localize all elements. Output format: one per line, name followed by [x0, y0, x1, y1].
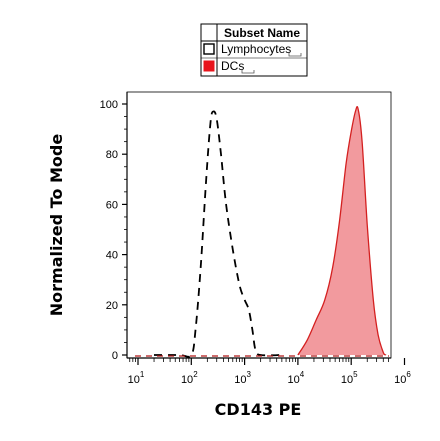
x-tick-label: 102 [181, 370, 198, 386]
y-tick-label: 0 [112, 350, 118, 362]
x-axis-title: CD143 PE [215, 400, 302, 419]
series-line-dcs [297, 105, 387, 356]
legend: Subset Name Lymphocytes DCs [200, 23, 308, 77]
legend-swatch-lymphocytes [203, 43, 215, 55]
x-tick-label: 103 [234, 370, 251, 386]
legend-box [200, 23, 308, 77]
series-area-dcs [297, 106, 386, 355]
series-layer [135, 105, 389, 358]
x-axis-ticks: 101 102 103 104 105 106 [128, 358, 411, 386]
y-tick-label: 20 [106, 300, 118, 312]
y-tick-label: 40 [106, 250, 118, 262]
y-tick-label: 60 [106, 199, 118, 211]
legend-label-dcs: DCs [221, 59, 244, 73]
legend-swatch-dcs [203, 60, 215, 72]
legend-label-lymphocytes: Lymphocytes [221, 42, 291, 56]
legend-header: Subset Name [224, 26, 300, 40]
legend-icon-dcs [241, 70, 255, 74]
x-tick-label: 104 [288, 370, 305, 386]
legend-icon-lymphocytes [288, 53, 302, 57]
y-tick-label: 80 [106, 149, 118, 161]
x-tick-label: 101 [128, 370, 145, 386]
series-line-lymphocytes [154, 110, 282, 358]
y-axis-ticks: 0 20 40 60 80 100 [100, 99, 127, 362]
x-tick-label: 105 [341, 370, 358, 386]
y-axis-title: Normalized To Mode [47, 134, 66, 317]
x-tick-label: 106 [394, 370, 411, 386]
y-tick-label: 100 [100, 99, 118, 111]
